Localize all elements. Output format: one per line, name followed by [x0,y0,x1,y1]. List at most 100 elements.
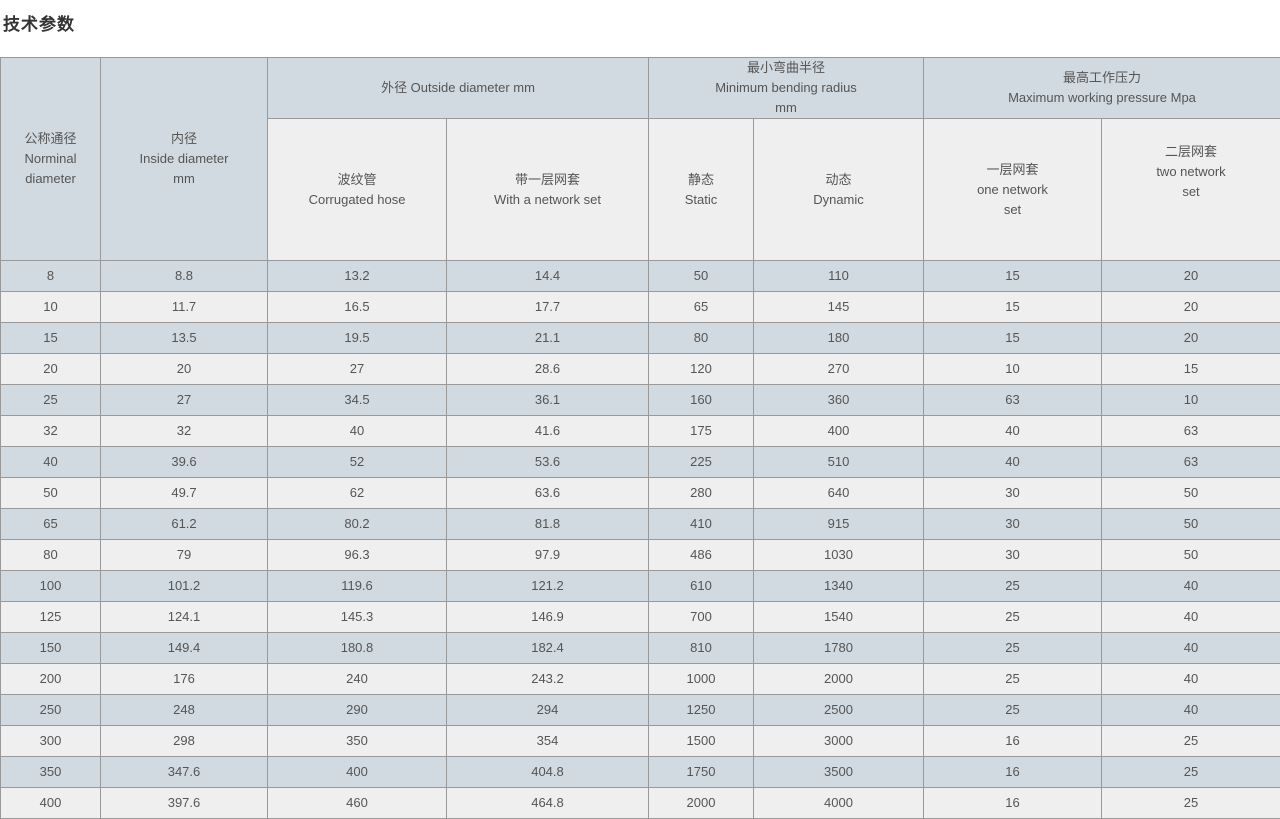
table-cell: 350 [1,757,101,788]
table-cell: 65 [1,509,101,540]
table-cell: 298 [101,726,268,757]
header-line: mm [649,98,923,118]
table-cell: 40 [1102,695,1280,726]
header-line: 二层网套 [1102,142,1280,162]
table-cell: 640 [754,478,924,509]
table-cell: 510 [754,447,924,478]
table-cell: 404.8 [447,757,649,788]
table-cell: 13.2 [268,261,447,292]
table-cell: 79 [101,540,268,571]
table-cell: 145.3 [268,602,447,633]
header-inside-diameter: 内径 Inside diameter mm [101,58,268,261]
table-cell: 290 [268,695,447,726]
table-cell: 146.9 [447,602,649,633]
header-one-network-set: 一层网套 one network set [924,119,1102,261]
table-cell: 700 [649,602,754,633]
table-cell: 2500 [754,695,924,726]
table-cell: 25 [1102,757,1280,788]
table-cell: 81.8 [447,509,649,540]
table-cell: 30 [924,509,1102,540]
table-cell: 25 [924,602,1102,633]
table-cell: 30 [924,540,1102,571]
table-cell: 101.2 [101,571,268,602]
header-line: set [924,200,1101,220]
table-cell: 30 [924,478,1102,509]
table-cell: 20 [1102,323,1280,354]
header-line: With a network set [447,190,648,210]
table-cell: 460 [268,788,447,819]
table-cell: 200 [1,664,101,695]
table-cell: 63 [1102,447,1280,478]
table-cell: 1000 [649,664,754,695]
table-cell: 15 [924,261,1102,292]
table-cell: 41.6 [447,416,649,447]
table-cell: 32 [101,416,268,447]
table-cell: 400 [268,757,447,788]
table-cell: 53.6 [447,447,649,478]
table-cell: 25 [924,571,1102,602]
header-line: Static [649,190,753,210]
table-cell: 400 [1,788,101,819]
table-cell: 915 [754,509,924,540]
header-line: Norminal [1,149,100,169]
table-cell: 11.7 [101,292,268,323]
table-cell: 15 [924,292,1102,323]
table-cell: 120 [649,354,754,385]
header-nominal-diameter: 公称通径 Norminal diameter [1,58,101,261]
table-cell: 21.1 [447,323,649,354]
table-cell: 17.7 [447,292,649,323]
header-line: mm [101,169,267,189]
table-cell: 150 [1,633,101,664]
table-cell: 63.6 [447,478,649,509]
table-cell: 15 [1,323,101,354]
table-cell: 3000 [754,726,924,757]
table-cell: 16 [924,757,1102,788]
table-cell: 2000 [754,664,924,695]
table-cell: 50 [1102,478,1280,509]
table-cell: 16 [924,726,1102,757]
table-cell: 1340 [754,571,924,602]
table-cell: 25 [924,633,1102,664]
table-cell: 96.3 [268,540,447,571]
table-cell: 4000 [754,788,924,819]
table-cell: 1780 [754,633,924,664]
table-cell: 100 [1,571,101,602]
table-header: 公称通径 Norminal diameter 内径 Inside diamete… [1,58,1280,261]
header-group-outside-diameter: 外径 Outside diameter mm [268,58,649,119]
header-with-network-set: 带一层网套 With a network set [447,119,649,261]
table-cell: 25 [1102,788,1280,819]
table-cell: 121.2 [447,571,649,602]
table-cell: 65 [649,292,754,323]
table-cell: 50 [1,478,101,509]
header-group-row: 公称通径 Norminal diameter 内径 Inside diamete… [1,58,1280,119]
table-cell: 25 [924,664,1102,695]
header-line: Corrugated hose [268,190,446,210]
table-cell: 410 [649,509,754,540]
table-cell: 36.1 [447,385,649,416]
table-cell: 300 [1,726,101,757]
header-line: 一层网套 [924,160,1101,180]
table-cell: 1540 [754,602,924,633]
header-line: Minimum bending radius [649,78,923,98]
table-cell: 3500 [754,757,924,788]
header-static: 静态 Static [649,119,754,261]
table-cell: 243.2 [447,664,649,695]
header-line: 最小弯曲半径 [649,58,923,78]
table-cell: 2000 [649,788,754,819]
table-cell: 160 [649,385,754,416]
header-group-bending-radius: 最小弯曲半径 Minimum bending radius mm [649,58,924,119]
table-cell: 28.6 [447,354,649,385]
table-cell: 400 [754,416,924,447]
table-cell: 19.5 [268,323,447,354]
table-cell: 40 [1102,571,1280,602]
